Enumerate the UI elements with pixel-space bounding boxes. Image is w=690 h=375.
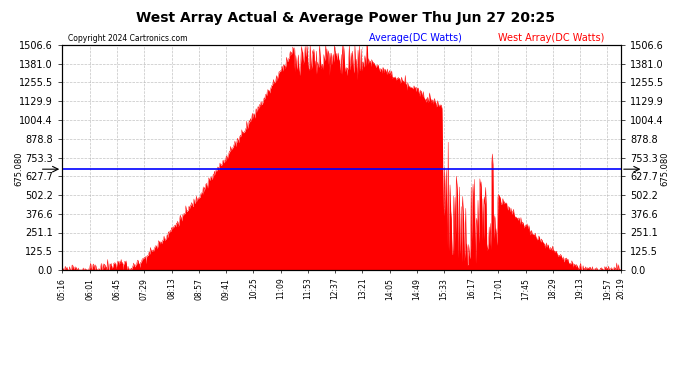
- Text: 675.080: 675.080: [660, 152, 669, 186]
- Text: Average(DC Watts): Average(DC Watts): [370, 33, 462, 43]
- Text: West Array Actual & Average Power Thu Jun 27 20:25: West Array Actual & Average Power Thu Ju…: [135, 11, 555, 25]
- Text: Copyright 2024 Cartronics.com: Copyright 2024 Cartronics.com: [68, 34, 187, 43]
- Text: 675.080: 675.080: [14, 152, 23, 186]
- Text: West Array(DC Watts): West Array(DC Watts): [498, 33, 604, 43]
